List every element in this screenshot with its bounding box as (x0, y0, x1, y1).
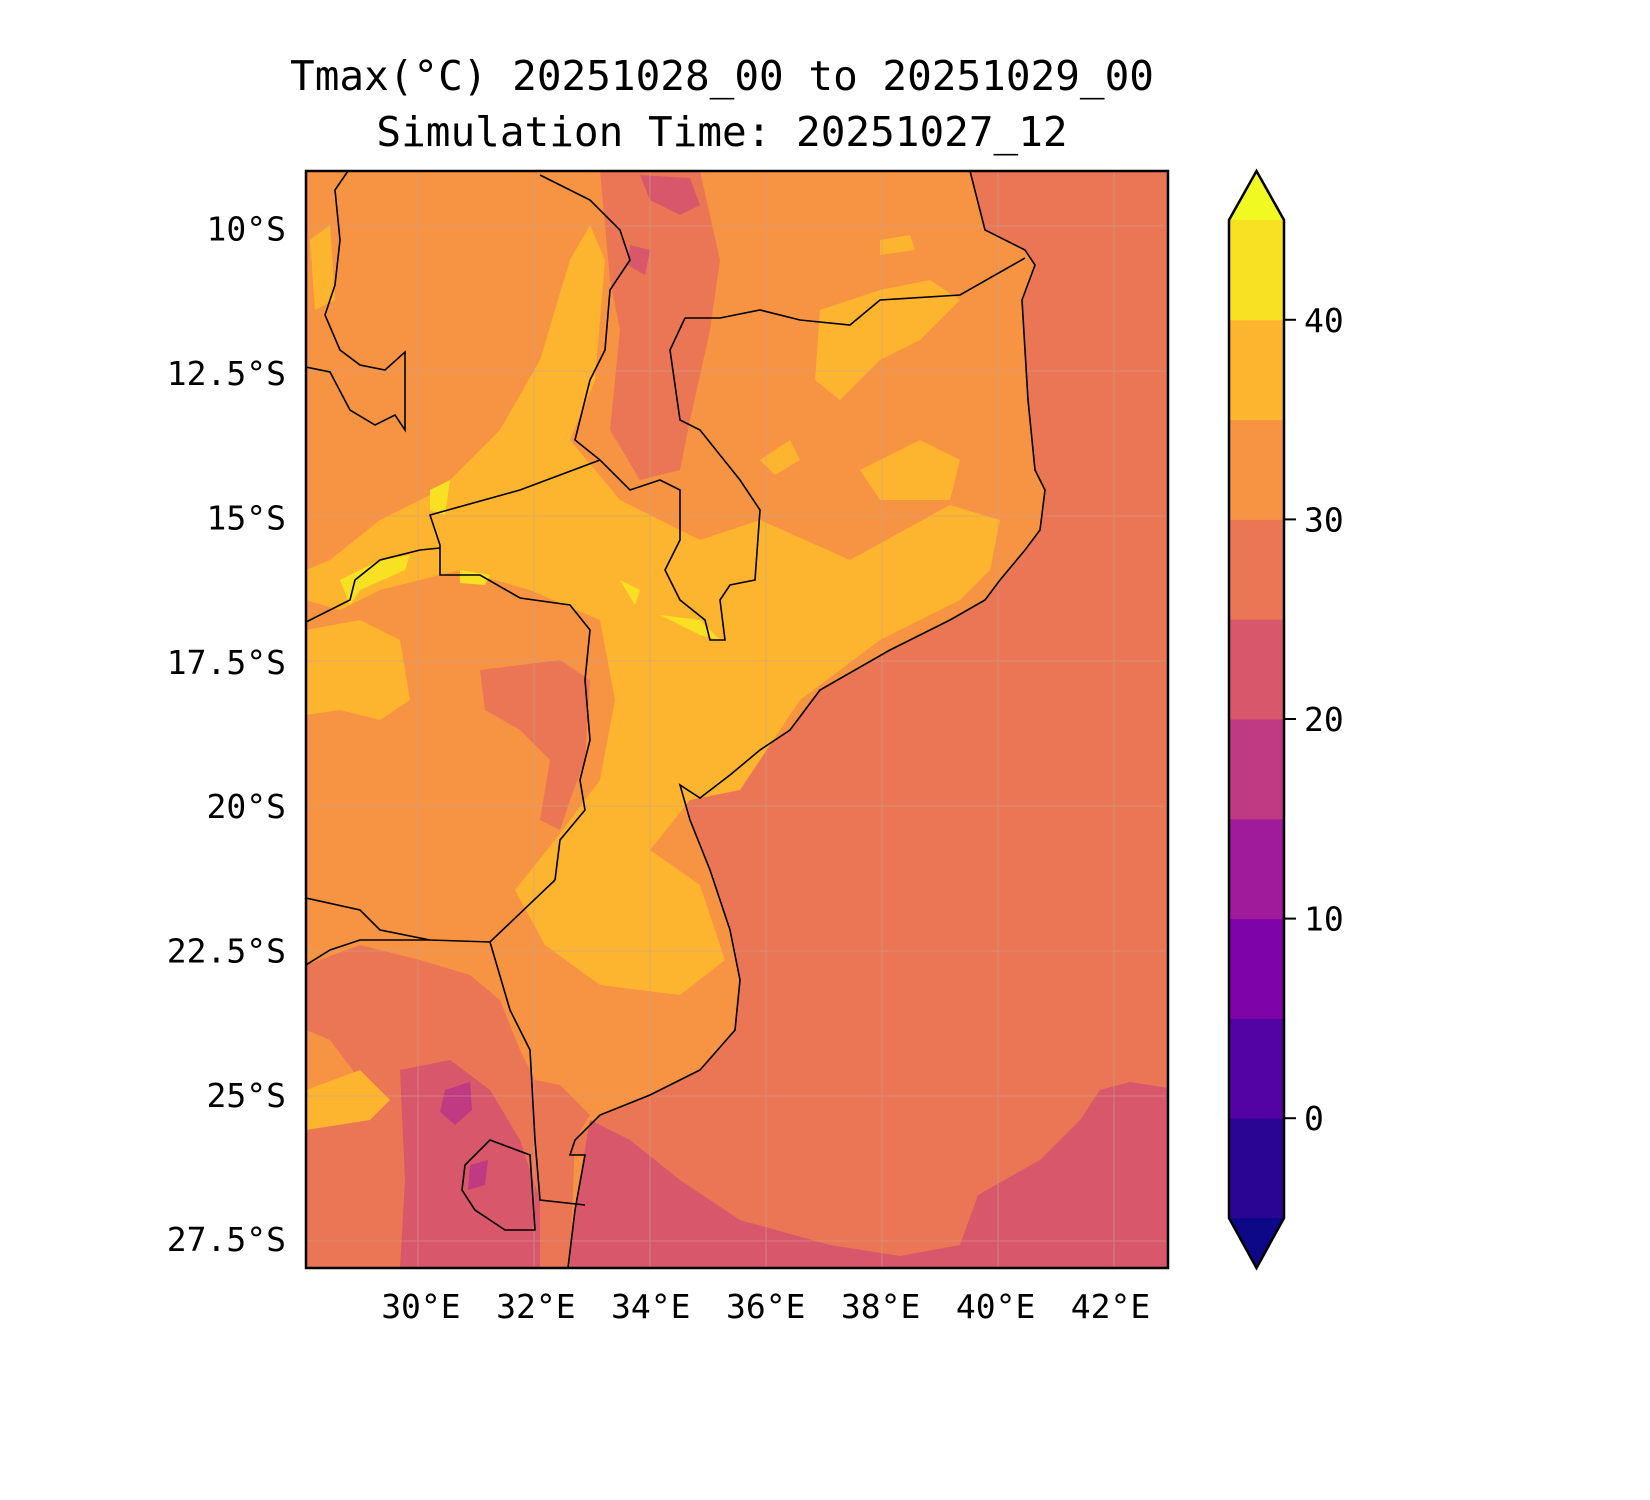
colorbar-bin (1229, 818, 1284, 920)
colorbar-over-arrow (1229, 171, 1284, 220)
colorbar-tick-label: 30 (1304, 500, 1344, 539)
hot-region-central (306, 225, 1000, 995)
rift-valley-cool (628, 175, 700, 275)
lon-tick-label: 40°E (956, 1287, 1035, 1326)
border-malawi (539, 174, 761, 641)
lat-axis: 10°S 12.5°S 15°S 17.5°S 20°S 22.5°S 25°S 27.5°S (167, 210, 286, 1259)
lat-tick-label: 15°S (207, 498, 286, 537)
border-zambia-mozambique (428, 459, 601, 881)
lat-tick-label: 17.5°S (167, 643, 286, 682)
colorbar-bin (1229, 319, 1284, 421)
border-zimbabwe-south (306, 879, 556, 943)
colorbar-tick-label: 20 (1304, 700, 1344, 739)
colorbar-bin (1229, 220, 1284, 321)
colorbar-bin (1229, 1018, 1284, 1119)
lon-axis: 30°E 32°E 34°E 36°E 38°E 40°E 42°E (381, 1287, 1150, 1326)
colorbar-bin (1229, 619, 1284, 720)
colorbar-bin (1229, 719, 1284, 820)
lat-tick-label: 25°S (207, 1076, 286, 1115)
colorbar-bin (1229, 918, 1284, 1019)
land-cooler-region (440, 1082, 488, 1190)
colorbar-bin (1229, 1118, 1284, 1219)
coastline (567, 171, 1046, 1268)
ocean-cool-region (568, 1082, 1168, 1268)
zimbabwe-warm (480, 660, 590, 830)
border-zambia-west (306, 547, 441, 623)
temperature-field (306, 171, 1168, 1268)
border-south-africa (489, 941, 586, 1206)
colorbar: 0 10 20 30 40 (1227, 168, 1344, 1271)
hottest-spots (340, 480, 720, 640)
colorbar-outline (1227, 168, 1286, 1271)
border-botswana (306, 939, 430, 966)
land-cool-region (400, 1060, 540, 1268)
map-frame (304, 169, 1170, 1270)
lat-tick-label: 22.5°S (167, 931, 286, 970)
colorbar-bin (1229, 419, 1284, 520)
lat-tick-label: 10°S (207, 210, 286, 249)
lon-tick-label: 36°E (726, 1287, 805, 1326)
colorbar-tick-label: 10 (1304, 900, 1344, 939)
hot-region-northeast (760, 235, 960, 500)
lat-tick-label: 12.5°S (167, 354, 286, 393)
gridlines (306, 171, 1168, 1268)
border-eswatini (461, 1139, 536, 1231)
map-subtitle: Simulation Time: 20251027_12 (376, 108, 1068, 156)
colorbar-under-arrow (1229, 1218, 1284, 1268)
lat-tick-label: 27.5°S (167, 1220, 286, 1259)
colorbar-tick-label: 0 (1304, 1099, 1324, 1138)
hot-region-west (306, 225, 410, 1130)
border-congo (306, 171, 406, 433)
colorbar-tick-label: 40 (1304, 301, 1344, 340)
lon-tick-label: 42°E (1071, 1287, 1150, 1326)
lat-tick-label: 20°S (207, 787, 286, 826)
map-title: Tmax(°C) 20251028_00 to 20251029_00 (290, 52, 1154, 100)
border-tanzania-mozambique (685, 257, 1026, 326)
lon-tick-label: 30°E (381, 1287, 460, 1326)
lon-tick-label: 32°E (496, 1287, 575, 1326)
lon-tick-label: 38°E (841, 1287, 920, 1326)
lon-tick-label: 34°E (611, 1287, 690, 1326)
colorbar-bin (1229, 519, 1284, 620)
borders (306, 171, 1046, 1268)
